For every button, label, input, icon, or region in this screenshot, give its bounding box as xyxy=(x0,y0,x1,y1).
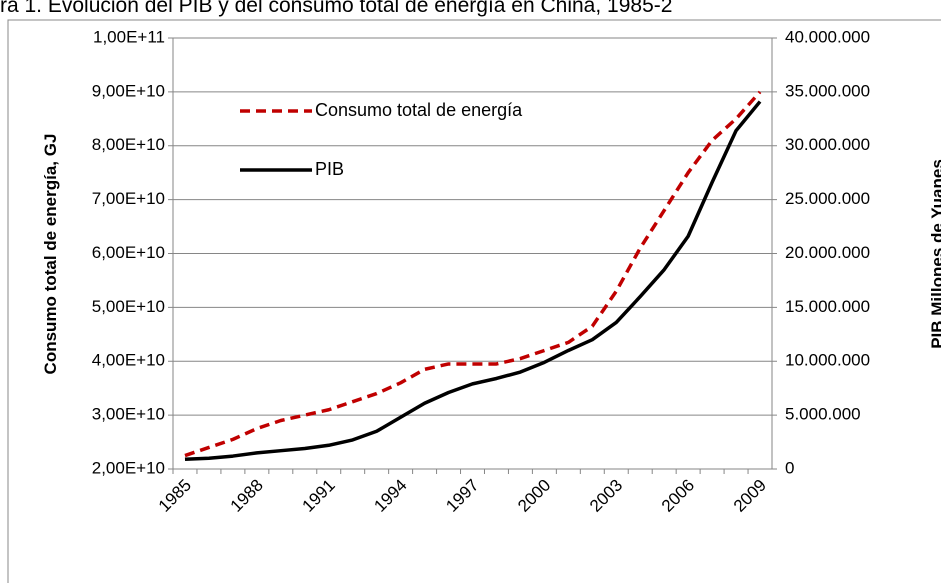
x-tick-label: 2000 xyxy=(514,476,554,516)
y-tick-label: 8,00E+10 xyxy=(92,135,165,154)
x-tick-label: 1985 xyxy=(155,476,195,516)
x-tick-label: 2006 xyxy=(658,476,698,516)
y-tick-label: 9,00E+10 xyxy=(92,81,165,100)
y2-tick-label: 0 xyxy=(785,458,794,477)
legend-label: Consumo total de energía xyxy=(315,100,523,120)
y-tick-label: 4,00E+10 xyxy=(92,351,165,370)
y2-tick-label: 20.000.000 xyxy=(785,243,870,262)
y2-axis-label: PIB Millones de Yuanes xyxy=(928,159,941,349)
y-tick-label: 1,00E+11 xyxy=(93,27,165,46)
y-tick-label: 3,00E+10 xyxy=(92,405,165,424)
x-tick-label: 2003 xyxy=(586,476,626,516)
y2-tick-label: 35.000.000 xyxy=(785,81,870,100)
series-line xyxy=(184,100,762,462)
y2-tick-label: 15.000.000 xyxy=(785,297,870,316)
y2-tick-label: 40.000.000 xyxy=(785,27,870,46)
y-tick-label: 5,00E+10 xyxy=(92,297,165,316)
x-tick-label: 1994 xyxy=(370,476,410,516)
x-tick-label: 1988 xyxy=(227,476,267,516)
y-tick-label: 7,00E+10 xyxy=(92,189,165,208)
y-tick-label: 2,00E+10 xyxy=(92,458,165,477)
y2-tick-label: 30.000.000 xyxy=(785,135,870,154)
legend-label: PIB xyxy=(315,159,344,179)
y2-tick-label: 5.000.000 xyxy=(785,405,861,424)
chart-title: ra 1. Evolución del PIB y del consumo to… xyxy=(0,0,672,17)
x-tick-label: 1991 xyxy=(299,476,339,516)
chart-frame xyxy=(7,19,941,583)
y2-tick-label: 25.000.000 xyxy=(785,189,870,208)
series-line xyxy=(184,90,762,458)
x-tick-label: 2009 xyxy=(730,476,770,516)
y-axis-label: Consumo total de energía, GJ xyxy=(41,134,60,375)
y-tick-label: 6,00E+10 xyxy=(92,243,165,262)
y2-tick-label: 10.000.000 xyxy=(785,351,870,370)
x-tick-label: 1997 xyxy=(442,476,482,516)
